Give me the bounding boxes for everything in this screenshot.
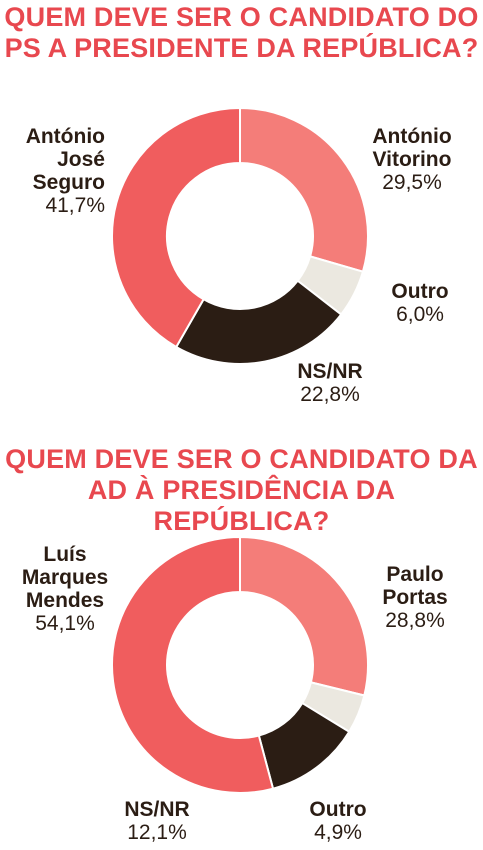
label-outro-2-value: 4,9% (314, 821, 362, 844)
label-mendes-name: Luís Marques Mendes (21, 543, 109, 612)
label-nsnr-1: NS/NR 22,8% (285, 360, 375, 406)
label-mendes-value: 54,1% (35, 612, 95, 635)
label-mendes: Luís Marques Mendes 54,1% (10, 543, 120, 635)
label-vitorino-name: António Vitorino (372, 125, 452, 171)
donut-chart-ps (111, 106, 369, 365)
label-vitorino-value: 29,5% (382, 171, 442, 194)
chart-1-title: QUEM DEVE SER O CANDIDATO DO PS A PRESID… (4, 2, 479, 63)
slice-ps-ns-nr (174, 279, 343, 365)
label-outro-2: Outro 4,9% (298, 798, 378, 844)
label-portas-name: Paulo Portas (382, 563, 448, 609)
donut-chart-ad (111, 535, 369, 794)
label-nsnr-2-value: 12,1% (127, 821, 187, 844)
label-outro-1-name: Outro (391, 280, 449, 303)
label-nsnr-2-name: NS/NR (124, 798, 190, 821)
label-seguro: António José Seguro 41,7% (26, 125, 105, 217)
label-outro-2-name: Outro (309, 798, 367, 821)
label-vitorino: António Vitorino 29,5% (352, 125, 472, 194)
slice-ad-luis-marques-mendes (111, 535, 275, 794)
label-portas-value: 28,8% (385, 609, 445, 632)
slice-ps-antonio-jose-seguro (111, 106, 241, 349)
label-seguro-value: 41,7% (45, 194, 105, 217)
label-nsnr-1-name: NS/NR (297, 360, 363, 383)
label-nsnr-1-value: 22,8% (300, 383, 360, 406)
label-outro-1: Outro 6,0% (380, 280, 460, 326)
label-seguro-name: António José Seguro (25, 125, 105, 194)
label-outro-1-value: 6,0% (396, 303, 444, 326)
chart-2-title: QUEM DEVE SER O CANDIDATO DA AD À PRESID… (5, 444, 478, 536)
label-portas: Paulo Portas 28,8% (365, 563, 465, 632)
slice-ps-antonio-vitorino (239, 106, 369, 273)
label-nsnr-2: NS/NR 12,1% (112, 798, 202, 844)
slice-ad-paulo-portas (239, 535, 369, 697)
